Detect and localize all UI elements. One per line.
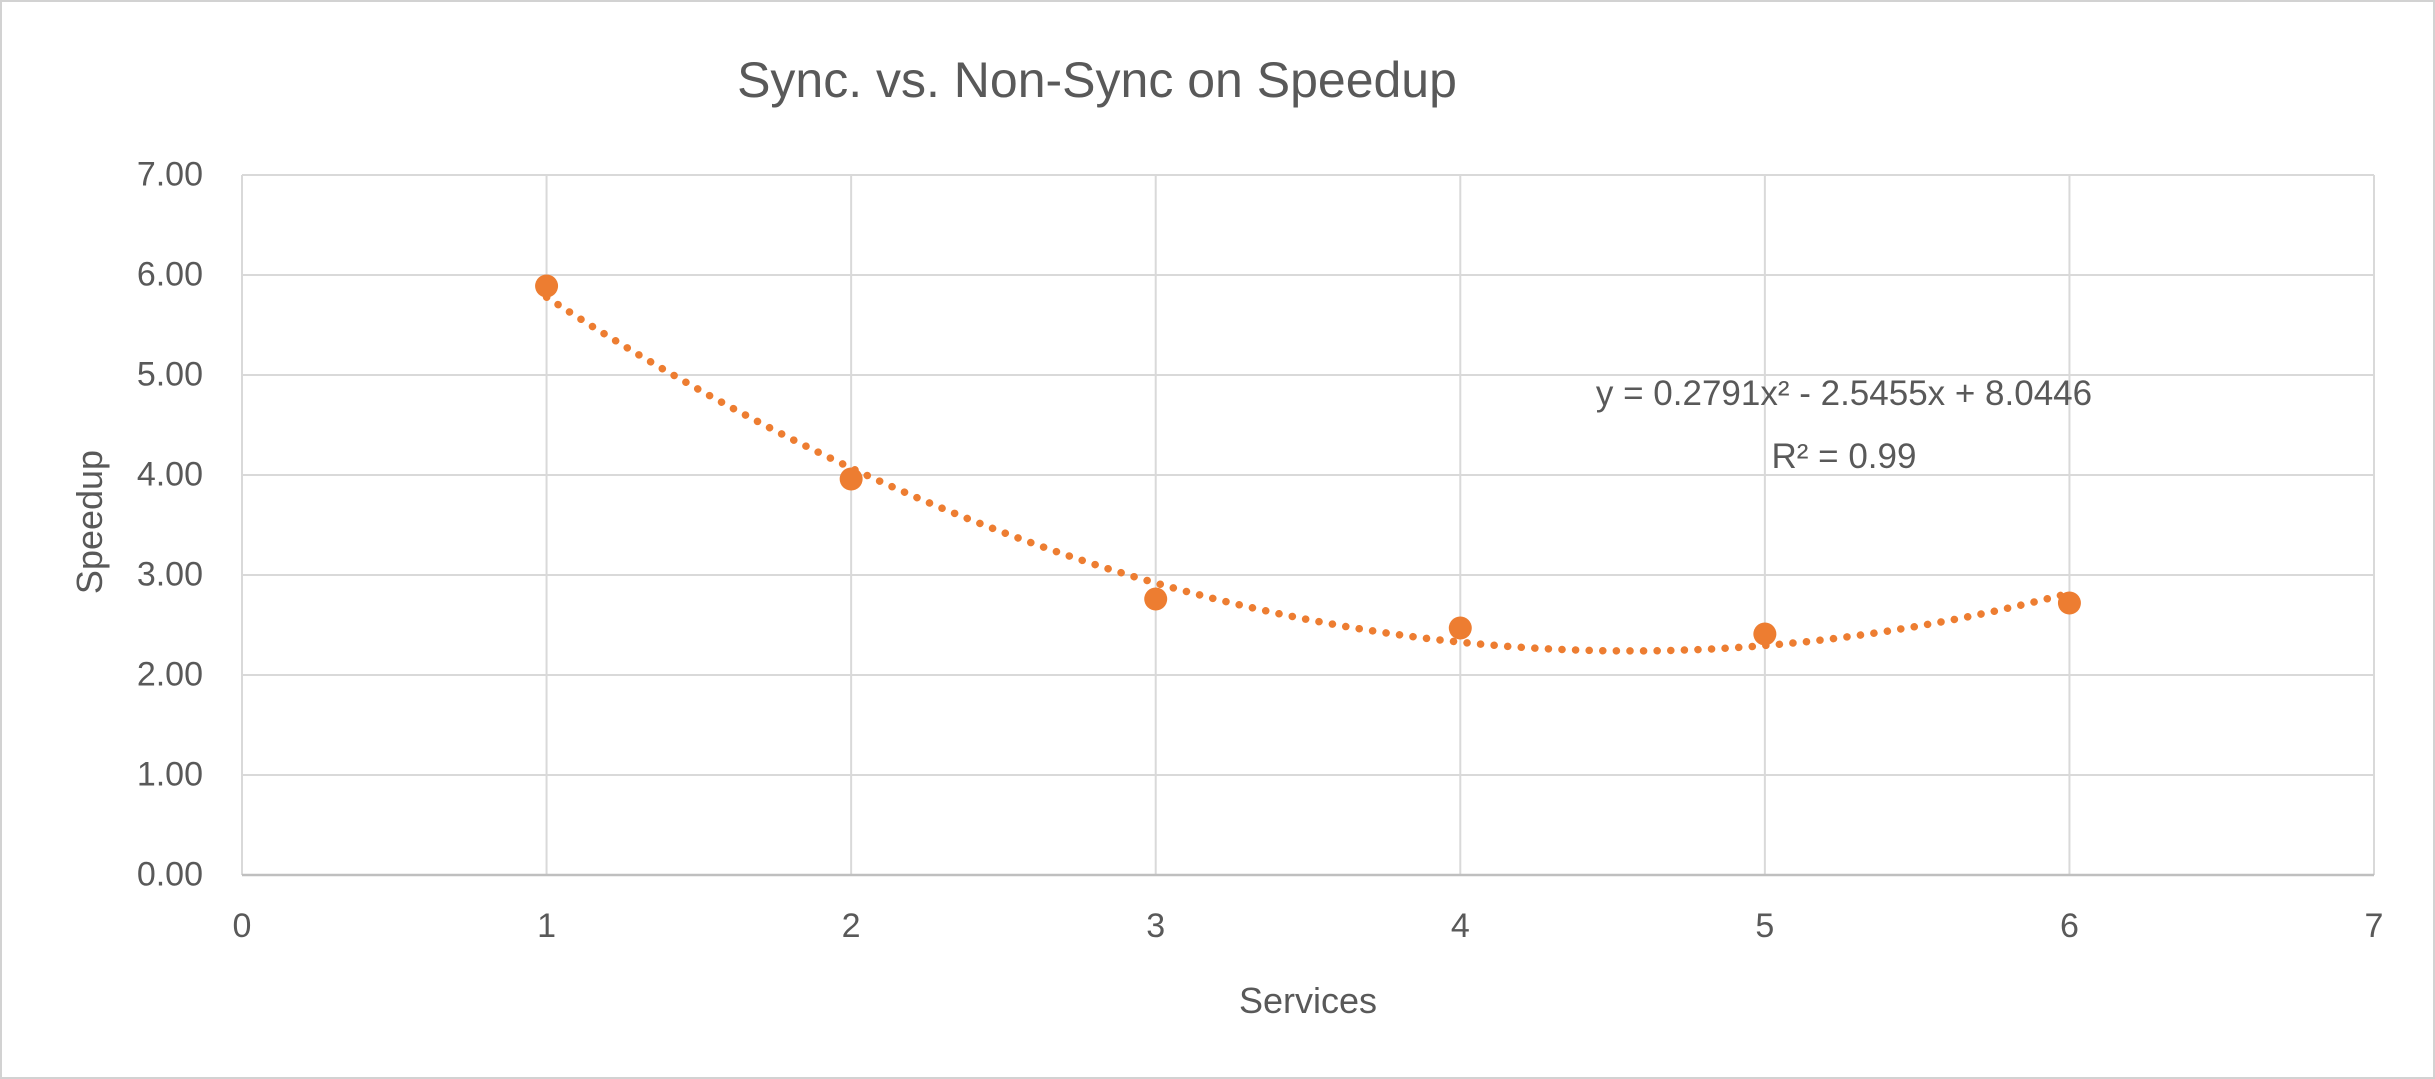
y-tick-label: 5.00 bbox=[136, 355, 203, 394]
x-tick-label: 3 bbox=[1146, 907, 1166, 945]
x-axis-title: Services bbox=[1238, 980, 1378, 1021]
y-tick-label: 4.00 bbox=[136, 455, 203, 494]
x-tick-label: 5 bbox=[1755, 907, 1775, 945]
chart-title: Sync. vs. Non-Sync on Speedup bbox=[737, 52, 1457, 108]
y-tick-label: 1.00 bbox=[136, 755, 203, 794]
trendline-curve bbox=[542, 293, 2074, 655]
data-point-marker bbox=[1753, 622, 1777, 646]
y-tick-label: 6.00 bbox=[136, 255, 203, 294]
y-axis-title: Speedup bbox=[69, 449, 110, 595]
data-point-marker bbox=[1448, 616, 1472, 640]
y-tick-label: 7.00 bbox=[136, 155, 203, 194]
x-tick-label: 2 bbox=[841, 907, 861, 945]
data-point-marker bbox=[535, 274, 559, 298]
x-tick-label: 1 bbox=[537, 907, 557, 945]
x-tick-label: 4 bbox=[1450, 907, 1470, 945]
trendline-annotation: y = 0.2791x² - 2.5455x + 8.0446 R² = 0.9… bbox=[1596, 362, 2092, 488]
data-point-marker bbox=[2057, 591, 2081, 615]
x-tick-label: 0 bbox=[232, 907, 252, 945]
data-point-marker bbox=[839, 467, 863, 491]
x-tick-label: 6 bbox=[2059, 907, 2079, 945]
y-tick-label: 3.00 bbox=[136, 555, 203, 594]
y-tick-label: 2.00 bbox=[136, 655, 203, 694]
trendline-r-squared: R² = 0.99 bbox=[1771, 437, 1917, 476]
x-tick-label: 7 bbox=[2364, 907, 2384, 945]
y-tick-label: 0.00 bbox=[136, 855, 203, 894]
data-point-marker bbox=[1144, 587, 1168, 611]
trendline-equation: y = 0.2791x² - 2.5455x + 8.0446 bbox=[1595, 374, 2093, 413]
